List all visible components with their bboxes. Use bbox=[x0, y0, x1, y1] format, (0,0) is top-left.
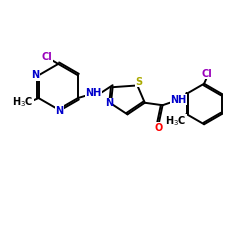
Text: H$_3$C: H$_3$C bbox=[12, 95, 34, 109]
Text: O: O bbox=[155, 123, 163, 133]
Text: Cl: Cl bbox=[201, 69, 212, 79]
Text: NH: NH bbox=[170, 95, 187, 105]
Text: S: S bbox=[135, 77, 142, 87]
Text: N: N bbox=[105, 98, 113, 108]
Text: Cl: Cl bbox=[42, 52, 52, 62]
Text: NH: NH bbox=[85, 88, 102, 98]
Text: N: N bbox=[32, 70, 40, 80]
Text: H$_3$C: H$_3$C bbox=[166, 114, 187, 128]
Text: N: N bbox=[56, 106, 64, 116]
